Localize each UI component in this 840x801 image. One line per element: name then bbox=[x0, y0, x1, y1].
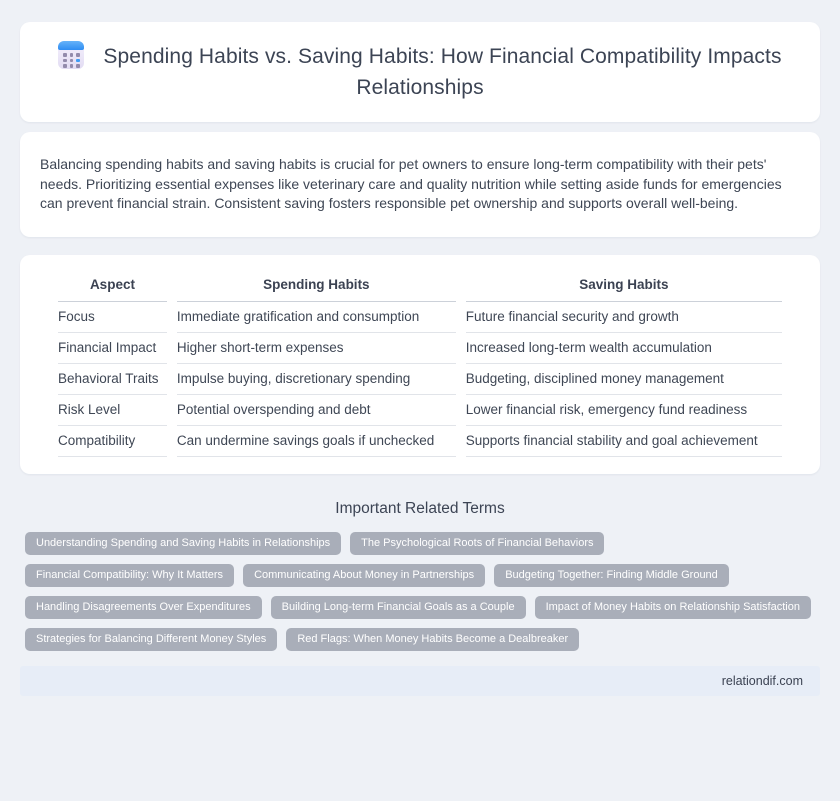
related-term-pill[interactable]: Handling Disagreements Over Expenditures bbox=[25, 595, 262, 619]
related-term-pill[interactable]: Budgeting Together: Finding Middle Groun… bbox=[494, 563, 729, 587]
table-cell: Can undermine savings goals if unchecked bbox=[176, 426, 456, 457]
table-cell: Impulse buying, discretionary spending bbox=[176, 364, 456, 395]
table-cell: Compatibility bbox=[58, 426, 167, 457]
related-terms-list: Understanding Spending and Saving Habits… bbox=[20, 531, 820, 651]
table-row-financial-impact: Financial Impact Higher short-term expen… bbox=[58, 333, 782, 364]
table-cell: Higher short-term expenses bbox=[176, 333, 456, 364]
related-term-pill[interactable]: Impact of Money Habits on Relationship S… bbox=[534, 595, 811, 619]
column-header-spending-habits: Spending Habits bbox=[176, 274, 456, 302]
page-title: Spending Habits vs. Saving Habits: How F… bbox=[35, 41, 805, 103]
comparison-table-card: Aspect Spending Habits Saving Habits Foc… bbox=[20, 254, 820, 474]
title-card: Spending Habits vs. Saving Habits: How F… bbox=[20, 22, 820, 122]
intro-card: Balancing spending habits and saving hab… bbox=[20, 132, 820, 237]
table-cell: Potential overspending and debt bbox=[176, 395, 456, 426]
related-term-pill[interactable]: Communicating About Money in Partnership… bbox=[243, 563, 486, 587]
related-term-pill[interactable]: Strategies for Balancing Different Money… bbox=[25, 627, 278, 651]
table-cell: Supports financial stability and goal ac… bbox=[465, 426, 782, 457]
table-header-row: Aspect Spending Habits Saving Habits bbox=[58, 274, 782, 302]
table-cell: Budgeting, disciplined money management bbox=[465, 364, 782, 395]
related-term-pill[interactable]: Understanding Spending and Saving Habits… bbox=[25, 531, 342, 555]
related-term-pill[interactable]: Financial Compatibility: Why It Matters bbox=[25, 563, 235, 587]
related-term-pill[interactable]: The Psychological Roots of Financial Beh… bbox=[350, 531, 605, 555]
table-cell: Risk Level bbox=[58, 395, 167, 426]
calendar-icon bbox=[58, 41, 85, 69]
table-row-behavioral-traits: Behavioral Traits Impulse buying, discre… bbox=[58, 364, 782, 395]
table-cell: Lower financial risk, emergency fund rea… bbox=[465, 395, 782, 426]
site-label: relationdif.com bbox=[721, 673, 803, 688]
table-cell: Increased long-term wealth accumulation bbox=[465, 333, 782, 364]
comparison-table-head: Aspect Spending Habits Saving Habits bbox=[58, 274, 782, 302]
comparison-table: Aspect Spending Habits Saving Habits Foc… bbox=[48, 274, 792, 457]
table-cell: Focus bbox=[58, 302, 167, 333]
related-term-pill[interactable]: Building Long-term Financial Goals as a … bbox=[270, 595, 526, 619]
page-title-text: Spending Habits vs. Saving Habits: How F… bbox=[103, 45, 782, 99]
table-row-focus: Focus Immediate gratification and consum… bbox=[58, 302, 782, 333]
comparison-table-body: Focus Immediate gratification and consum… bbox=[58, 302, 782, 457]
column-header-saving-habits: Saving Habits bbox=[465, 274, 782, 302]
table-row-compatibility: Compatibility Can undermine savings goal… bbox=[58, 426, 782, 457]
table-cell: Financial Impact bbox=[58, 333, 167, 364]
table-cell: Behavioral Traits bbox=[58, 364, 167, 395]
related-term-pill[interactable]: Red Flags: When Money Habits Become a De… bbox=[286, 627, 580, 651]
footer-bar: relationdif.com bbox=[20, 665, 820, 696]
table-row-risk-level: Risk Level Potential overspending and de… bbox=[58, 395, 782, 426]
page-body: { "header": { "icon": "calendar-icon", "… bbox=[0, 22, 840, 801]
infographic-page: Spending Habits vs. Saving Habits: How F… bbox=[0, 22, 840, 696]
column-header-aspect: Aspect bbox=[58, 274, 167, 302]
calendar-icon-top-bar bbox=[58, 41, 85, 50]
table-cell: Immediate gratification and consumption bbox=[176, 302, 456, 333]
intro-paragraph: Balancing spending habits and saving hab… bbox=[40, 156, 782, 211]
table-cell: Future financial security and growth bbox=[465, 302, 782, 333]
related-terms-heading: Important Related Terms bbox=[335, 499, 505, 517]
calendar-icon-grid bbox=[63, 53, 80, 68]
